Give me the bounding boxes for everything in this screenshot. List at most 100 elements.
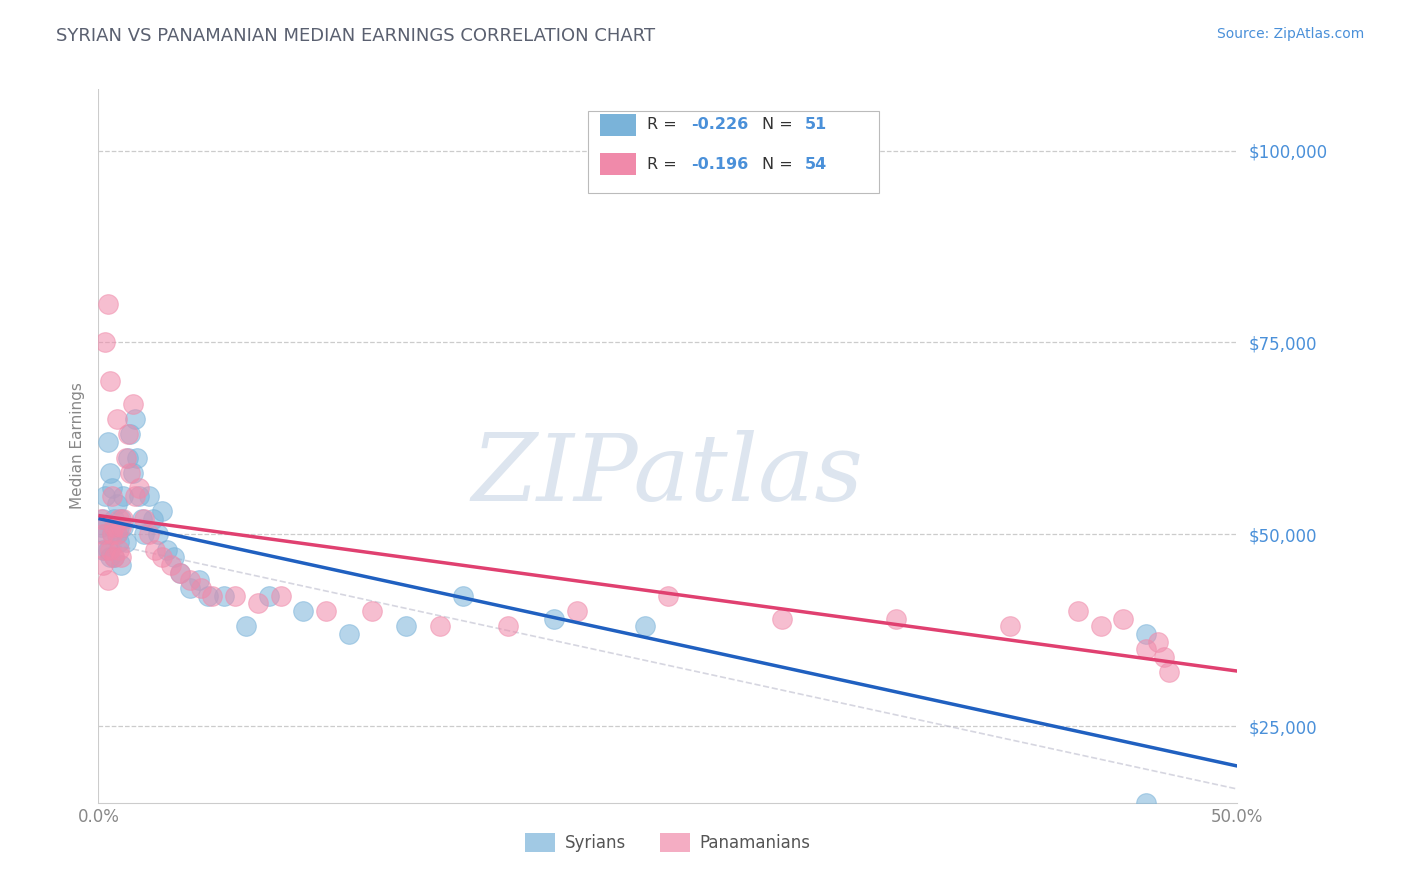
Text: 51: 51 [804,118,827,132]
Text: N =: N = [762,118,793,132]
Point [110,558,132,572]
Text: Source: ZipAtlas.com: Source: ZipAtlas.com [1216,27,1364,41]
Point [132,527,155,541]
Point [770,612,793,626]
Text: R =: R = [647,118,678,132]
Point [124,489,146,503]
Point [105,412,128,426]
Point [169,566,191,580]
Point [96,297,118,311]
Point [395,619,418,633]
Point [451,589,474,603]
Point [96,574,118,588]
Point [114,450,136,465]
Point [110,512,132,526]
Point [235,619,257,633]
Point [150,504,173,518]
Legend: Syrians, Panamanians: Syrians, Panamanians [519,826,817,859]
Text: ZIPatlas: ZIPatlas [472,430,863,519]
Point [98,466,121,480]
Point [91,558,114,572]
Point [259,589,281,603]
Point [105,527,128,541]
Point [156,542,179,557]
Point [146,527,169,541]
Point [565,604,588,618]
Point [212,589,235,603]
Y-axis label: Median Earnings: Median Earnings [69,383,84,509]
Point [360,604,382,618]
Point [120,466,142,480]
Point [429,619,451,633]
Point [1135,642,1157,657]
Point [150,550,173,565]
Point [105,497,128,511]
Point [108,512,131,526]
Point [124,412,146,426]
Point [197,589,219,603]
Point [179,574,201,588]
Point [142,512,165,526]
Point [1157,665,1180,680]
Point [101,489,124,503]
Point [1135,627,1157,641]
Point [90,512,112,526]
Point [292,604,315,618]
Bar [599,153,636,175]
Point [108,535,131,549]
Point [884,612,907,626]
Point [112,519,135,533]
Point [160,558,183,572]
Point [315,604,337,618]
Point [337,627,360,641]
Point [120,427,142,442]
Text: N =: N = [762,157,793,171]
Point [187,574,209,588]
Text: -0.196: -0.196 [690,157,748,171]
Point [998,619,1021,633]
Text: -0.226: -0.226 [690,118,748,132]
Point [1112,612,1135,626]
Point [121,397,143,411]
Point [94,335,117,350]
Point [105,527,128,541]
Point [110,519,132,533]
Point [270,589,292,603]
Text: R =: R = [647,157,678,171]
Point [91,527,114,541]
Point [162,550,184,565]
Point [543,612,565,626]
Point [101,527,124,541]
Point [1090,619,1112,633]
Point [190,581,212,595]
Point [138,527,160,541]
Point [103,550,125,565]
Point [101,481,124,495]
Point [91,542,114,557]
Point [246,596,269,610]
Point [94,542,117,557]
Point [108,519,131,533]
Text: 54: 54 [804,157,827,171]
Point [128,481,150,495]
Point [1153,650,1175,665]
Point [145,542,167,557]
Point [98,374,121,388]
Point [127,450,149,465]
Point [98,550,121,565]
Point [657,589,679,603]
Text: SYRIAN VS PANAMANIAN MEDIAN EARNINGS CORRELATION CHART: SYRIAN VS PANAMANIAN MEDIAN EARNINGS COR… [56,27,655,45]
Point [112,489,135,503]
FancyBboxPatch shape [588,111,879,193]
Point [117,427,139,442]
Point [121,466,143,480]
Point [94,527,117,541]
Point [201,589,224,603]
Point [94,489,117,503]
Point [103,519,125,533]
Bar [599,114,636,136]
Point [90,519,112,533]
Point [96,542,118,557]
Point [98,542,121,557]
Point [179,581,201,595]
